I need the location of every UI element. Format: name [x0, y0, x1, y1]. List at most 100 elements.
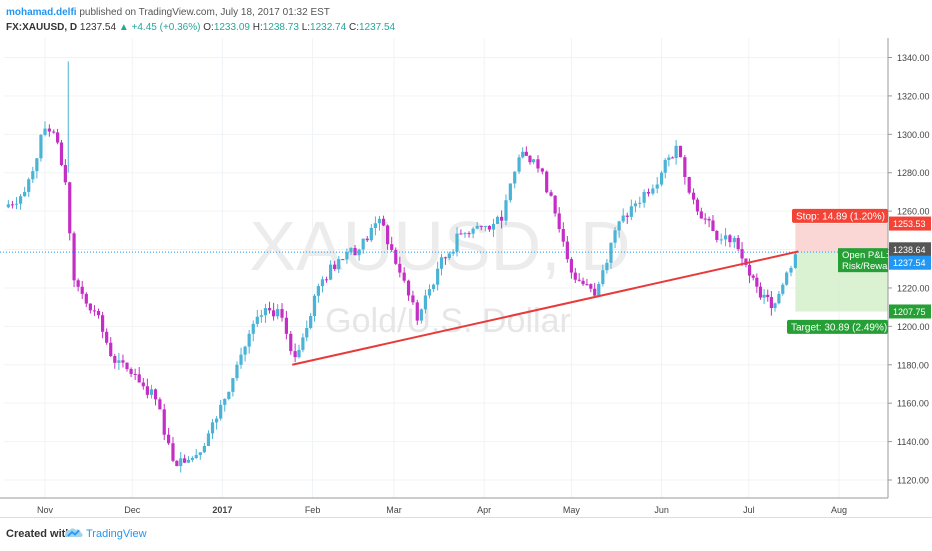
- candle-body: [179, 458, 183, 467]
- candle-body: [703, 218, 707, 220]
- ohlc-legend: FX:XAUUSD, D 1237.54 ▲ +4.45 (+0.36%) O:…: [6, 21, 395, 35]
- candle-body: [320, 279, 325, 287]
- tradingview-logo-icon[interactable]: [64, 526, 84, 540]
- candle-body: [629, 206, 633, 217]
- candle-body: [105, 331, 109, 343]
- created-with-label: Created with: [6, 528, 73, 540]
- candle-body: [289, 333, 293, 352]
- close-value-2: 1237.54: [358, 22, 396, 33]
- candle-body: [345, 252, 349, 260]
- candle-body: [280, 309, 284, 318]
- candle-body: [301, 337, 305, 350]
- candle-body: [561, 229, 565, 242]
- candle-body: [766, 294, 770, 298]
- candle-body: [773, 303, 777, 309]
- candle-body: [145, 386, 149, 395]
- last-price-label-bg: [889, 255, 931, 270]
- candle-body: [663, 159, 667, 173]
- candle-body: [190, 457, 194, 460]
- target-price-label: 1207.75: [893, 307, 926, 317]
- candle-body: [361, 238, 365, 250]
- candle-body: [707, 218, 711, 221]
- x-tick-label: May: [563, 505, 581, 515]
- candle-body: [341, 259, 345, 261]
- high-value: 1238.73: [262, 22, 299, 33]
- candle-body: [133, 373, 137, 375]
- author-name[interactable]: mohamad.delfi: [6, 7, 77, 18]
- candle-body: [141, 382, 145, 387]
- candle-body: [373, 223, 377, 228]
- low-label: L:: [301, 22, 311, 33]
- candle-body: [755, 277, 759, 287]
- candle-body: [231, 378, 235, 392]
- candle-body: [316, 286, 320, 296]
- candle-body: [479, 225, 483, 227]
- y-tick-label: 1200.00: [897, 322, 930, 332]
- candle-body: [751, 275, 755, 278]
- candle-body: [540, 168, 544, 172]
- y-tick-label: 1160.00: [897, 399, 929, 409]
- candle-body: [137, 374, 141, 383]
- change-value: ▲ +4.45 (+0.36%): [119, 22, 201, 33]
- candle-body: [655, 184, 659, 189]
- candle-body: [475, 225, 479, 229]
- candle-body: [255, 316, 259, 324]
- overlay-lines: [0, 250, 888, 366]
- candle-body: [14, 203, 19, 205]
- candle-body: [92, 310, 97, 312]
- candle-body: [633, 203, 638, 207]
- target-tag: Target: 30.89 (2.49%): [791, 322, 887, 333]
- candle-body: [324, 279, 329, 281]
- candle-body: [747, 264, 752, 276]
- price-chart[interactable]: XAUUSD, D Gold/U.S. Dollar 1120.00 1140.0…: [0, 0, 932, 517]
- candle-body: [76, 280, 80, 287]
- candle-body: [613, 230, 617, 243]
- candle-body: [349, 248, 353, 253]
- candle-body: [577, 279, 581, 281]
- candle-body: [365, 238, 369, 241]
- candle-body: [467, 233, 471, 235]
- stop-tag-bg: [792, 208, 888, 223]
- x-tick-label: Jun: [654, 505, 669, 515]
- candle-body: [43, 128, 47, 135]
- candle-body: [625, 215, 629, 217]
- candle-body: [219, 404, 223, 419]
- candle-body: [528, 155, 532, 163]
- candle-body: [251, 323, 255, 334]
- candle-body: [18, 196, 23, 204]
- y-tick-label: 1260.00: [897, 207, 930, 217]
- plot-background: [0, 38, 888, 498]
- entry-price-label-bg: [889, 242, 931, 257]
- up-arrow-icon: ▲: [118, 22, 129, 33]
- watermark-symbol: XAUUSD, D: [249, 207, 630, 285]
- candle-body: [455, 233, 459, 252]
- candle-body: [609, 242, 613, 263]
- candle-body: [117, 360, 121, 363]
- y-tick-label: 1280.00: [897, 168, 930, 178]
- candle-body: [183, 458, 187, 463]
- candle-body: [381, 218, 386, 226]
- candle-body: [167, 434, 171, 444]
- candle-body: [31, 171, 35, 180]
- candle-body: [504, 200, 508, 221]
- tradingview-brand[interactable]: TradingView: [86, 528, 147, 540]
- open-label: O:: [203, 22, 214, 33]
- candle-body: [235, 364, 239, 379]
- candle-body: [695, 199, 700, 212]
- candle-body: [276, 309, 280, 317]
- candle-body: [394, 249, 398, 264]
- candle-body: [617, 221, 621, 231]
- candle-body: [687, 176, 691, 193]
- candle-body: [113, 356, 117, 363]
- candle-body: [711, 220, 715, 231]
- candle-body: [158, 399, 162, 410]
- symbol-label[interactable]: FX:XAUUSD, D: [6, 22, 78, 33]
- entry-price-label: 1238.64: [893, 245, 926, 255]
- trendline: [291, 250, 799, 366]
- candle-body: [68, 182, 72, 234]
- candle-body: [121, 360, 125, 363]
- candle-body: [198, 452, 202, 456]
- candle-body: [536, 159, 540, 169]
- candle-body: [565, 241, 569, 260]
- candle-body: [23, 191, 27, 197]
